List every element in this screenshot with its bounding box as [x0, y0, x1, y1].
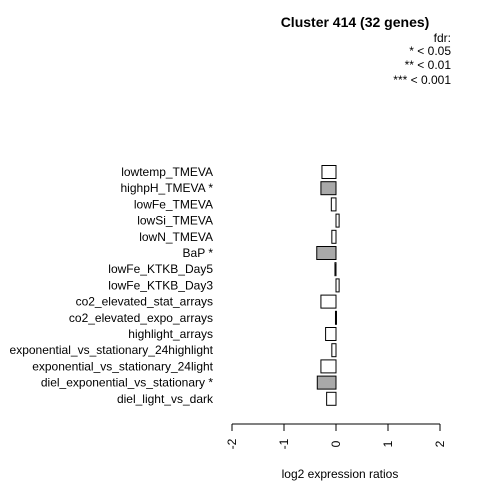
category-label: BaP *: [183, 246, 214, 260]
bar: [316, 246, 337, 260]
bar: [320, 359, 337, 374]
category-label: diel_light_vs_dark: [117, 392, 214, 406]
legend-title: fdr:: [434, 31, 451, 45]
bar: [335, 278, 340, 293]
category-labels: lowtemp_TMEVA highpH_TMEVA * lowFe_TMEVAlo…: [10, 165, 214, 406]
x-tick-label: 1: [381, 440, 395, 447]
bar: [316, 375, 337, 390]
bars: [316, 165, 340, 406]
bar: [326, 391, 337, 406]
x-tick-label: 2: [433, 440, 447, 447]
x-axis-label: log2 expression ratios: [282, 467, 399, 481]
category-label: lowFe_KTKB_Day3: [108, 278, 213, 292]
bar: [330, 197, 337, 212]
bar: [334, 310, 337, 325]
category-label: highlight_arrays: [128, 327, 213, 341]
bar: [335, 213, 340, 228]
category-label: exponential_vs_stationary_24light: [32, 359, 213, 373]
category-label: lowSi_TMEVA: [137, 214, 213, 228]
x-tick-label: 0: [329, 440, 343, 447]
bar: [320, 181, 337, 196]
legend-entry-3: *** < 0.001: [393, 73, 451, 87]
x-axis: -2 -1 0 1 2: [225, 423, 447, 449]
legend: fdr: * < 0.05 ** < 0.01 *** < 0.001: [393, 31, 451, 87]
x-tick-label: -2: [225, 438, 239, 449]
category-label: highpH_TMEVA *: [121, 181, 214, 195]
category-label: exponential_vs_stationary_24highlight: [10, 343, 214, 357]
category-label: lowtemp_TMEVA: [121, 165, 213, 179]
bar: [331, 343, 337, 358]
bar: [321, 165, 337, 179]
chart-title: Cluster 414 (32 genes): [281, 14, 430, 30]
category-label: lowFe_KTKB_Day5: [108, 262, 213, 276]
bar: [331, 229, 337, 244]
bar: [325, 327, 337, 341]
x-tick-label: -1: [277, 438, 291, 449]
legend-entry-1: * < 0.05: [409, 44, 451, 58]
legend-entry-2: ** < 0.01: [405, 58, 452, 72]
category-label: co2_elevated_stat_arrays: [76, 295, 213, 309]
category-label: lowFe_TMEVA: [134, 197, 213, 211]
category-label: diel_exponential_vs_stationary *: [41, 376, 213, 390]
category-label: co2_elevated_expo_arrays: [69, 311, 213, 325]
bar: [320, 294, 337, 309]
category-label: lowN_TMEVA: [139, 230, 213, 244]
bar: [334, 262, 337, 277]
